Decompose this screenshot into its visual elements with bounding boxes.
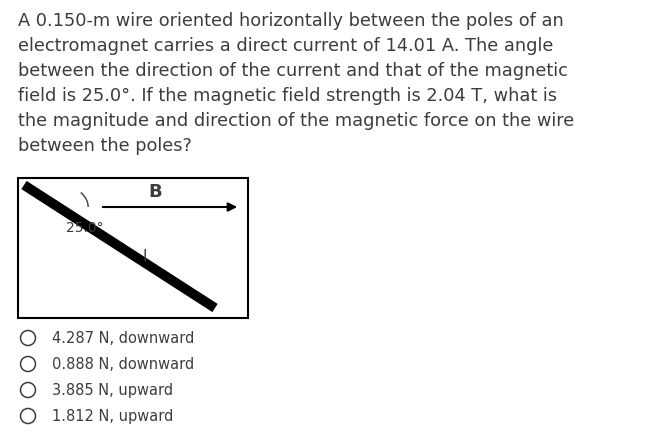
Circle shape	[21, 382, 36, 397]
Bar	[18, 178, 248, 318]
Text: A 0.150-m wire oriented horizontally between the poles of an
electromagnet carri: A 0.150-m wire oriented horizontally bet…	[18, 12, 574, 155]
Text: 1.812 N, upward: 1.812 N, upward	[52, 408, 173, 424]
Circle shape	[21, 357, 36, 372]
Text: 0.888 N, downward: 0.888 N, downward	[52, 357, 194, 372]
Text: 25.0°: 25.0°	[66, 221, 104, 235]
Text: 3.885 N, upward: 3.885 N, upward	[52, 382, 173, 397]
Text: B: B	[148, 183, 162, 201]
Text: I: I	[143, 250, 148, 264]
Circle shape	[21, 330, 36, 345]
Circle shape	[21, 408, 36, 424]
Text: 4.287 N, downward: 4.287 N, downward	[52, 330, 195, 345]
